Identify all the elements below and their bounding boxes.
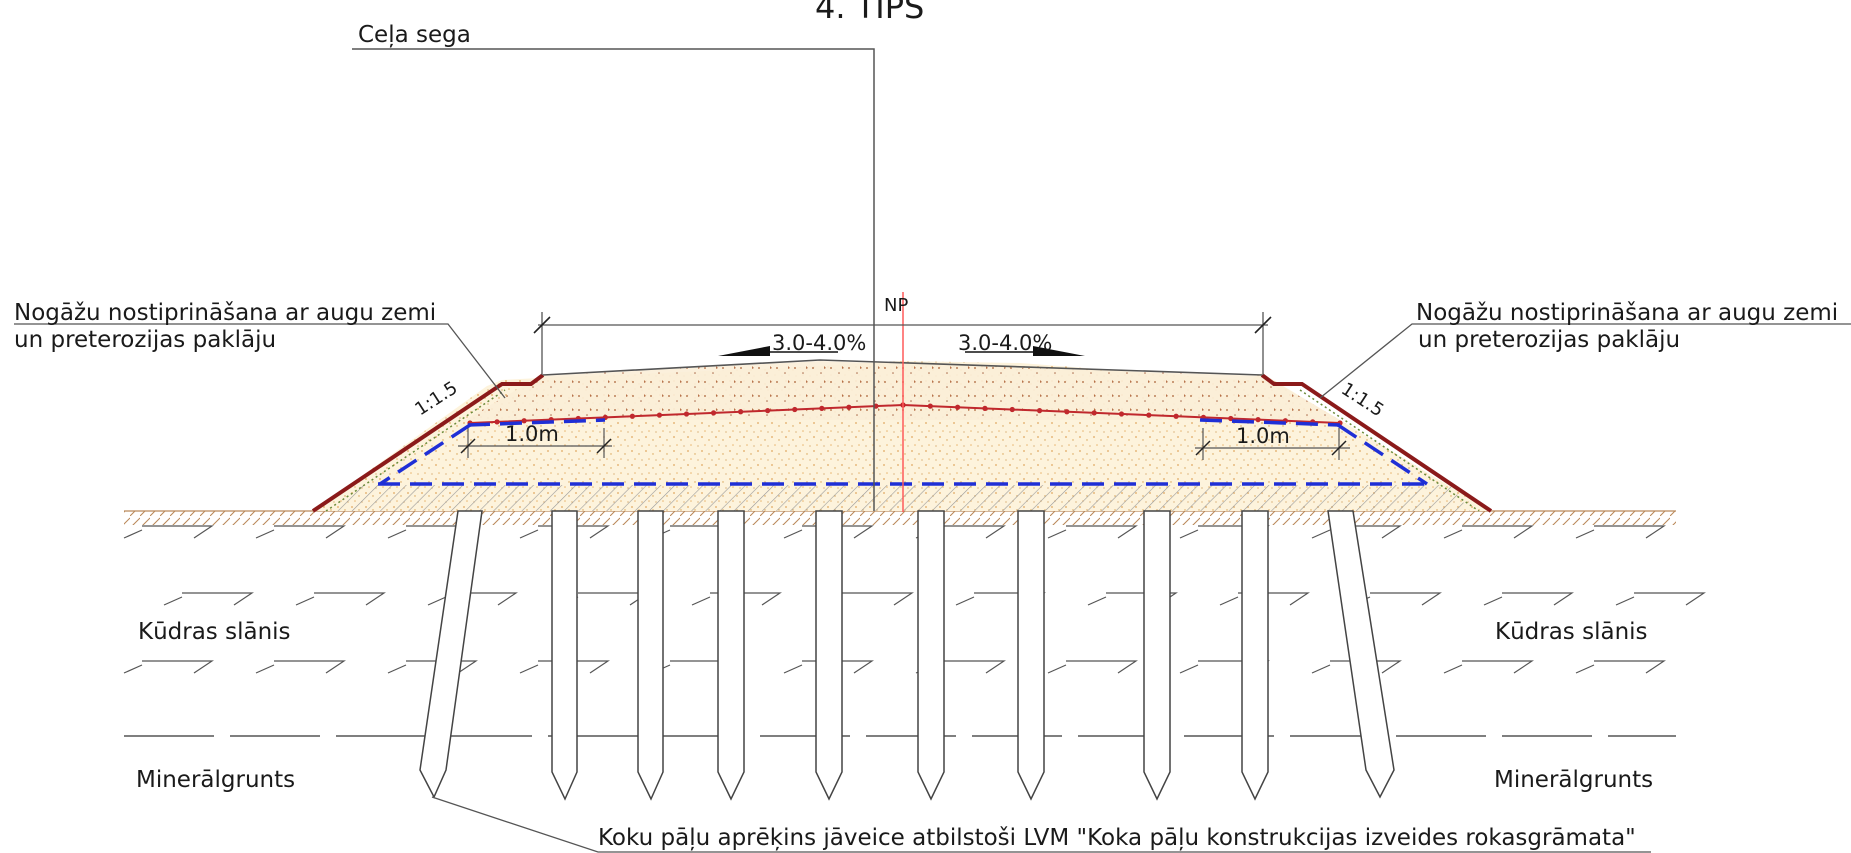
peat-symbol: [1047, 525, 1138, 539]
pile: [815, 510, 843, 801]
geogrid-marker: [710, 410, 717, 416]
peat-symbol: [427, 592, 518, 606]
peat-layer-symbols: [123, 525, 1706, 674]
pile: [1241, 510, 1269, 801]
piles-note: Koku pāļu aprēķins jāveice atbilstoši LV…: [598, 825, 1636, 851]
dim-1m-right-tick1: [1195, 440, 1211, 456]
wooden-piles: [419, 510, 1395, 801]
dim-tick-left: [533, 316, 551, 334]
dim-1m-right-tick2: [1331, 440, 1347, 456]
peat-symbol: [255, 660, 346, 674]
grade-arrow-right: [1033, 346, 1085, 356]
peat-symbol: [1575, 525, 1666, 539]
slope-soil-left: [325, 389, 506, 512]
pile: [717, 510, 745, 801]
peat-symbol: [123, 660, 214, 674]
pile: [917, 510, 945, 801]
geogrid-marker: [1091, 410, 1097, 416]
road-surface-line: [542, 359, 1263, 376]
geogrid-marker: [1009, 406, 1015, 413]
geogrid-marker: [765, 408, 771, 414]
geotextile-top-right: [1199, 418, 1341, 427]
geogrid-marker: [1118, 411, 1125, 417]
peat-symbol: [1575, 660, 1666, 674]
pile: [1143, 510, 1171, 801]
base-hatched-layer: [333, 485, 1470, 511]
geogrid-marker: [846, 404, 852, 410]
peat-symbol: [1615, 592, 1706, 606]
piles-note-leader: [431, 796, 1651, 853]
geogrid-marker: [738, 409, 744, 415]
slope-label-right-2: un preterozijas paklāju: [1418, 327, 1680, 353]
geogrid-marker: [1146, 412, 1152, 418]
slope-label-left-2: un preterozijas paklāju: [14, 327, 276, 353]
ground-surface-hatch: [124, 511, 1676, 525]
grade-arrow-left: [718, 346, 770, 356]
mineral-label-left: Minerālgrunts: [136, 767, 295, 793]
peat-symbol: [1443, 660, 1534, 674]
peat-symbol: [295, 592, 386, 606]
peat-symbol: [123, 525, 214, 539]
geogrid-marker: [1064, 409, 1070, 415]
dim-tick-right: [1254, 316, 1272, 334]
slope-label-left-1: Nogāžu nostiprināšana ar augu zemi: [14, 300, 436, 326]
dim-1m-left-label: 1.0m: [505, 422, 559, 446]
geotextile-top-left: [467, 418, 606, 427]
pile: [1017, 510, 1045, 801]
drawing-title: 4. TIPS: [815, 0, 924, 26]
peat-symbol: [1443, 525, 1534, 539]
geogrid-marker: [927, 403, 933, 409]
geogrid-marker: [1255, 417, 1261, 423]
peat-symbol: [255, 525, 346, 539]
geogrid-marker: [982, 405, 988, 411]
geogrid-marker: [629, 413, 635, 419]
pavement-leader: [352, 48, 875, 511]
geogrid-marker: [955, 404, 961, 410]
dim-1m-right-label: 1.0m: [1236, 424, 1290, 448]
slope-protection-right: [1260, 373, 1493, 513]
dim-1m-left-tick2: [596, 438, 612, 454]
peat-symbol: [1047, 660, 1138, 674]
slope-leader-left: [14, 323, 506, 399]
geogrid-marker: [1173, 413, 1179, 419]
peat-symbol: [1483, 592, 1574, 606]
geogrid-marker: [494, 419, 500, 425]
slope-leader-right: [1319, 323, 1851, 399]
slope-protection-left: [311, 373, 545, 513]
geogrid-marker: [656, 412, 663, 418]
mineral-label-right: Minerālgrunts: [1494, 767, 1653, 793]
peat-symbol: [387, 660, 478, 674]
dim-1m-left-tick1: [460, 438, 476, 454]
peat-label-left: Kūdras slānis: [138, 619, 291, 645]
pile: [1327, 510, 1395, 799]
pile: [419, 510, 483, 799]
slope-soil-right: [1299, 389, 1480, 512]
pile: [551, 510, 578, 801]
pile: [637, 510, 664, 801]
axis-label: NP: [884, 295, 908, 316]
geogrid-marker: [819, 405, 825, 411]
geogrid-marker: [521, 418, 527, 424]
pavement-label: Ceļa sega: [358, 22, 471, 48]
peat-symbol: [163, 592, 254, 606]
geogrid-marker: [683, 411, 690, 417]
grade-label-right: 3.0-4.0%: [958, 331, 1052, 355]
slope-label-right-1: Nogāžu nostiprināšana ar augu zemi: [1416, 300, 1838, 326]
geotextile-slope-left: [379, 423, 471, 486]
geogrid-marker: [792, 406, 798, 413]
geotextile-slope-right: [1337, 423, 1428, 486]
peat-label-right: Kūdras slānis: [1495, 619, 1648, 645]
grade-label-left: 3.0-4.0%: [772, 331, 866, 355]
geogrid-marker: [1036, 408, 1043, 414]
